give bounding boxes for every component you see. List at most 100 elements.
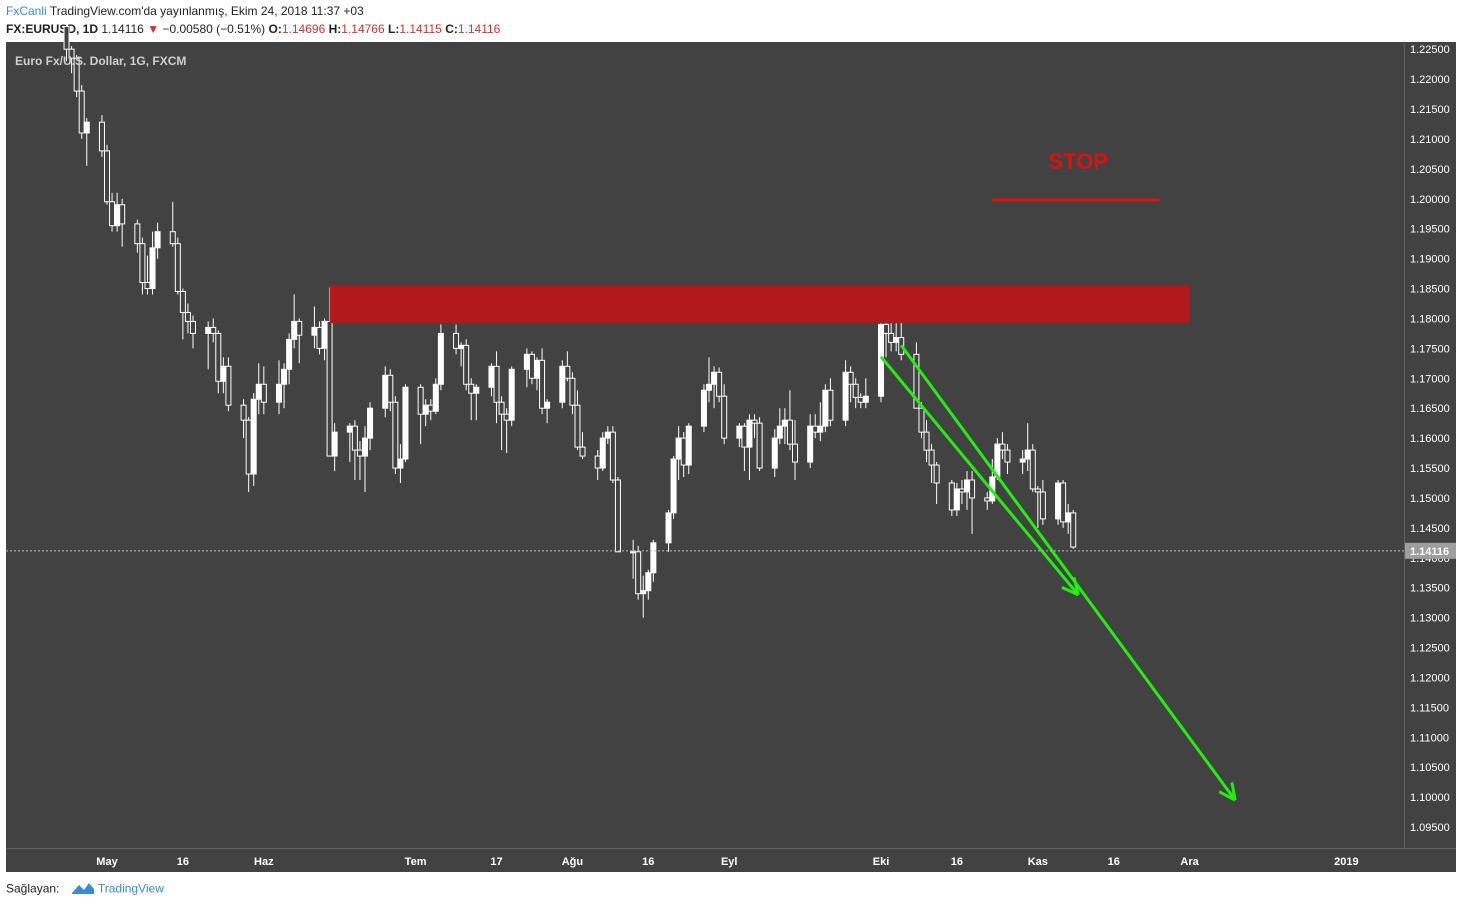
candle-2018-08-17[interactable] — [650, 539, 657, 582]
candle-2018-06-04[interactable] — [276, 360, 282, 415]
candle-2018-09-25[interactable] — [847, 366, 854, 403]
candle-2018-06-06[interactable] — [286, 333, 293, 385]
candle-2018-06-26[interactable] — [387, 369, 394, 412]
candle-2018-08-24[interactable] — [685, 423, 692, 475]
candle-2018-09-06[interactable] — [751, 414, 758, 439]
candle-2018-08-07[interactable] — [599, 432, 606, 472]
candle-2018-07-06[interactable] — [437, 324, 444, 391]
candle-2018-08-01[interactable] — [569, 372, 576, 415]
candle-2018-10-10[interactable] — [923, 420, 930, 463]
candle-2018-09-11[interactable] — [776, 408, 783, 445]
candle-2018-08-09[interactable] — [609, 426, 616, 483]
candle-2018-05-07[interactable] — [134, 219, 141, 253]
candle-2018-10-26[interactable] — [1004, 444, 1011, 475]
candle-2018-05-23[interactable] — [215, 330, 222, 394]
candle-2018-10-16[interactable] — [953, 482, 960, 516]
candle-2018-08-28[interactable] — [706, 357, 712, 403]
candle-2018-05-22[interactable] — [210, 318, 217, 343]
candle-2018-04-23[interactable] — [63, 18, 70, 62]
candle-2018-09-19[interactable] — [817, 402, 824, 442]
candle-2018-05-11[interactable] — [154, 222, 161, 259]
candle-2018-10-11[interactable] — [928, 444, 935, 483]
candle-2018-05-01[interactable] — [104, 144, 110, 205]
candle-2018-06-19[interactable] — [351, 420, 358, 481]
candle-2018-08-15[interactable] — [640, 575, 647, 618]
candle-2018-08-02[interactable] — [574, 390, 581, 451]
candle-2018-08-20[interactable] — [665, 509, 672, 552]
candle-2018-09-21[interactable] — [827, 378, 834, 427]
tradingview-link[interactable]: TradingView — [97, 881, 164, 896]
candle-2018-11-06[interactable] — [1060, 480, 1067, 528]
candle-2018-09-10[interactable] — [771, 429, 778, 478]
candle-2018-07-27[interactable] — [544, 399, 551, 424]
candle-2018-04-24[interactable] — [68, 46, 75, 74]
candle-2018-10-12[interactable] — [933, 462, 940, 504]
candle-2018-08-31[interactable] — [721, 384, 728, 445]
candle-2018-07-09[interactable] — [453, 324, 460, 355]
candle-2018-08-16[interactable] — [645, 569, 652, 600]
candle-2018-05-14[interactable] — [169, 201, 176, 247]
plot-background[interactable] — [6, 42, 1404, 848]
candle-2018-08-14[interactable] — [635, 545, 642, 600]
candle-2018-07-20[interactable] — [508, 366, 515, 427]
candle-2018-06-28[interactable] — [397, 444, 404, 483]
candle-2018-08-21[interactable] — [670, 456, 677, 519]
candle-2018-05-18[interactable] — [190, 315, 196, 349]
candle-2018-10-29[interactable] — [1019, 450, 1026, 475]
candle-2018-06-27[interactable] — [392, 396, 399, 475]
trend-arrow-4[interactable] — [900, 344, 1237, 802]
candle-2018-08-10[interactable] — [614, 477, 621, 553]
candle-2018-11-02[interactable] — [1039, 480, 1046, 525]
candle-2018-07-02[interactable] — [417, 384, 424, 445]
price-axis-background[interactable] — [1404, 42, 1456, 848]
candle-2018-10-31[interactable] — [1029, 444, 1036, 492]
candle-2018-05-17[interactable] — [184, 303, 191, 334]
candle-2018-07-18[interactable] — [498, 396, 505, 451]
candle-2018-05-04[interactable] — [119, 198, 126, 247]
candle-2018-09-24[interactable] — [842, 360, 849, 427]
candle-2018-05-08[interactable] — [139, 237, 146, 295]
candle-2018-05-28[interactable] — [240, 399, 247, 439]
candle-2018-04-26[interactable] — [78, 85, 85, 139]
candle-2018-04-27[interactable] — [83, 117, 90, 166]
candle-2018-07-11[interactable] — [463, 339, 470, 391]
candle-2018-07-30[interactable] — [559, 360, 566, 409]
candle-2018-04-30[interactable] — [98, 115, 105, 157]
candle-2018-10-19[interactable] — [969, 471, 976, 534]
time-axis-background[interactable] — [6, 848, 1456, 872]
candle-2018-09-26[interactable] — [852, 378, 859, 409]
candle-2018-07-26[interactable] — [539, 348, 546, 415]
candle-2018-07-05[interactable] — [432, 378, 439, 415]
tradingview-logo-icon[interactable] — [71, 881, 95, 898]
resistance-zone[interactable] — [329, 285, 1190, 324]
candle-2018-08-27[interactable] — [700, 384, 707, 433]
candle-2018-08-30[interactable] — [716, 367, 723, 403]
candle-2018-10-09[interactable] — [918, 402, 925, 439]
candle-2018-05-15[interactable] — [174, 237, 181, 295]
candle-2018-06-05[interactable] — [281, 363, 288, 409]
candle-2018-06-08[interactable] — [296, 318, 303, 364]
candle-2018-06-15[interactable] — [331, 423, 338, 472]
candle-2018-11-08[interactable] — [1070, 509, 1077, 549]
candle-2018-09-05[interactable] — [746, 414, 753, 481]
candle-2018-08-03[interactable] — [579, 432, 586, 460]
candle-2018-11-05[interactable] — [1055, 480, 1062, 525]
candle-2018-06-22[interactable] — [367, 402, 374, 451]
candle-2018-06-21[interactable] — [362, 426, 368, 492]
candle-2018-05-30[interactable] — [250, 393, 257, 486]
candle-2018-05-16[interactable] — [179, 288, 186, 340]
candle-2018-11-01[interactable] — [1034, 485, 1041, 528]
candle-2018-09-20[interactable] — [822, 384, 829, 433]
candle-2018-09-14[interactable] — [792, 420, 798, 481]
candle-2018-09-28[interactable] — [862, 378, 869, 409]
candle-2018-05-10[interactable] — [149, 231, 156, 295]
candle-2018-06-01[interactable] — [260, 366, 267, 415]
candle-2018-04-25[interactable] — [73, 55, 80, 98]
candle-2018-09-07[interactable] — [756, 417, 763, 472]
candle-2018-09-13[interactable] — [786, 390, 793, 451]
candle-2018-10-25[interactable] — [999, 432, 1006, 460]
candle-2018-07-31[interactable] — [564, 351, 571, 382]
candle-2018-05-25[interactable] — [225, 357, 232, 412]
candle-2018-07-13[interactable] — [473, 384, 480, 421]
